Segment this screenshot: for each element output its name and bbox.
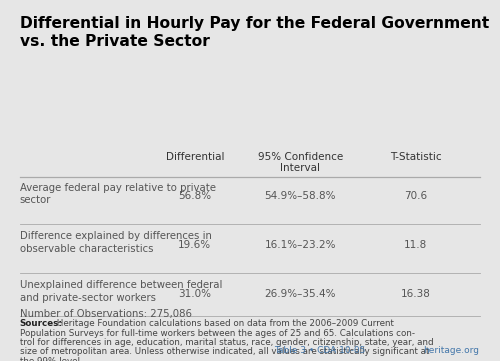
Text: trol for differences in age, education, marital status, race, gender, citizenshi: trol for differences in age, education, … [20, 338, 433, 347]
Text: 16.38: 16.38 [400, 288, 430, 299]
Text: Number of Observations: 275,086: Number of Observations: 275,086 [20, 309, 192, 319]
Text: 19.6%: 19.6% [178, 240, 212, 250]
Text: 70.6: 70.6 [404, 191, 427, 201]
Text: Average federal pay relative to private
sector: Average federal pay relative to private … [20, 183, 216, 205]
Text: 11.8: 11.8 [404, 240, 427, 250]
Text: heritage.org: heritage.org [423, 346, 479, 355]
Text: Differential in Hourly Pay for the Federal Government
vs. the Private Sector: Differential in Hourly Pay for the Feder… [20, 16, 489, 48]
Text: Differential: Differential [166, 152, 224, 162]
Text: Heritage Foundation calculations based on data from the 2006–2009 Current: Heritage Foundation calculations based o… [54, 319, 394, 329]
Text: 95% Confidence
Interval: 95% Confidence Interval [258, 152, 343, 173]
Text: the 99% level.: the 99% level. [20, 357, 82, 361]
Text: size of metropolitan area. Unless otherwise indicated, all values are statistica: size of metropolitan area. Unless otherw… [20, 347, 429, 356]
Text: 31.0%: 31.0% [178, 288, 212, 299]
Text: 56.8%: 56.8% [178, 191, 212, 201]
Text: Population Surveys for full-time workers between the ages of 25 and 65. Calculat: Population Surveys for full-time workers… [20, 329, 414, 338]
Text: 26.9%–35.4%: 26.9%–35.4% [264, 288, 336, 299]
Text: Sources:: Sources: [20, 319, 62, 329]
Text: 54.9%–58.8%: 54.9%–58.8% [264, 191, 336, 201]
Text: T-Statistic: T-Statistic [390, 152, 442, 162]
Text: Table 3 • CDA 10-05: Table 3 • CDA 10-05 [274, 346, 371, 355]
Text: Unexplained difference between federal
and private-sector workers: Unexplained difference between federal a… [20, 280, 222, 303]
Text: 16.1%–23.2%: 16.1%–23.2% [264, 240, 336, 250]
Text: Difference explained by differences in
observable characteristics: Difference explained by differences in o… [20, 231, 212, 254]
